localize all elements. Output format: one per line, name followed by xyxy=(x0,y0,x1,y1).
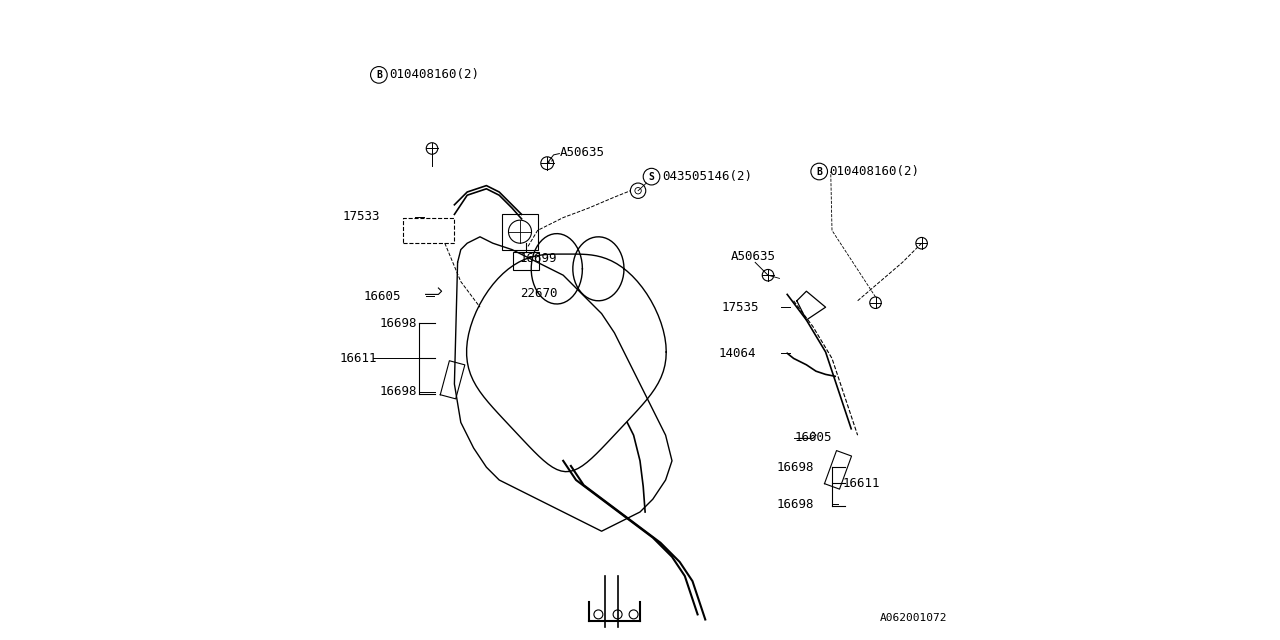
Text: B: B xyxy=(817,166,822,177)
Text: A062001072: A062001072 xyxy=(879,612,947,623)
Text: 14064: 14064 xyxy=(718,347,755,360)
Text: 043505146(2): 043505146(2) xyxy=(662,170,751,183)
Text: 22670: 22670 xyxy=(520,287,557,300)
Text: 16698: 16698 xyxy=(379,317,417,330)
Text: 17533: 17533 xyxy=(343,211,380,223)
Text: 16698: 16698 xyxy=(777,461,814,474)
Text: 16699: 16699 xyxy=(520,252,557,265)
Text: 16605: 16605 xyxy=(364,290,401,303)
Text: 16611: 16611 xyxy=(842,477,879,490)
Text: 16611: 16611 xyxy=(339,352,376,365)
Text: S: S xyxy=(649,172,654,182)
Text: 16698: 16698 xyxy=(777,498,814,511)
Text: 16605: 16605 xyxy=(795,431,832,444)
Text: A50635: A50635 xyxy=(559,146,604,159)
Text: 16698: 16698 xyxy=(379,385,417,398)
Text: A50635: A50635 xyxy=(731,250,776,262)
Text: 010408160(2): 010408160(2) xyxy=(829,165,919,178)
Text: 010408160(2): 010408160(2) xyxy=(389,68,479,81)
Text: 17535: 17535 xyxy=(722,301,759,314)
Text: B: B xyxy=(376,70,381,80)
